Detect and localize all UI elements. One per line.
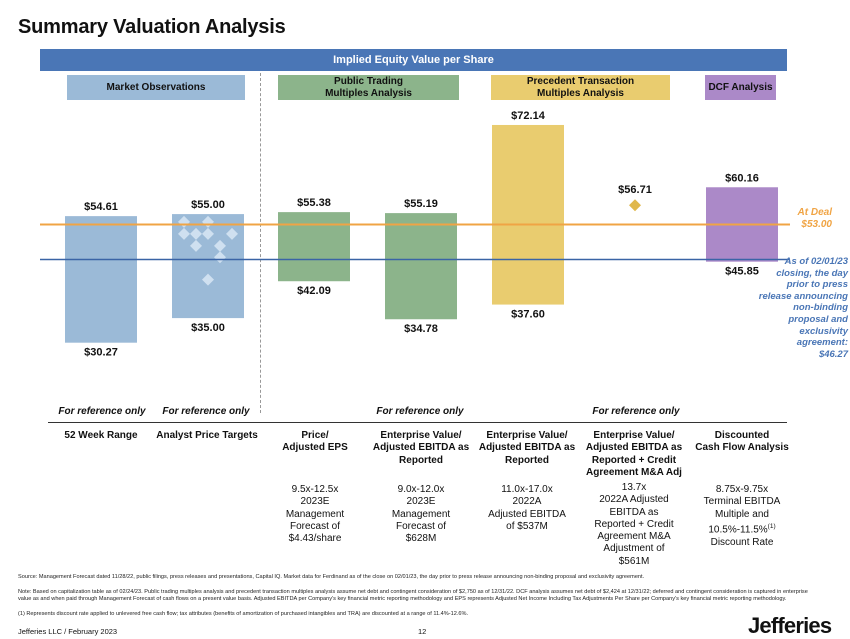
at-deal-label: At Deal $53.00 xyxy=(797,207,832,230)
header-dcf-label: DCF Analysis xyxy=(708,81,773,93)
col-label-analyst: Analyst Price Targets xyxy=(156,430,258,441)
col-label-52-week: 52 Week Range xyxy=(64,430,138,441)
reference-divider xyxy=(260,73,261,413)
low-label-7: $45.85 xyxy=(725,266,759,278)
col-label-precedent-ev-ebitda: Enterprise Value/ Adjusted EBITDA as Rep… xyxy=(478,430,576,466)
footnote-note: Note: Based on capitalization table as o… xyxy=(18,589,808,603)
low-label-4: $34.78 xyxy=(404,323,438,335)
range-bar-1 xyxy=(65,216,137,343)
col-desc-dcf: 8.75x-9.75x Terminal EBITDA Multiple and… xyxy=(688,484,796,549)
header-public-label: Public Trading Multiples Analysis xyxy=(325,75,412,99)
col-label-price-eps: Price/ Adjusted EPS xyxy=(282,430,348,454)
high-label-5: $72.14 xyxy=(511,110,546,122)
header-market-observations: Market Observations xyxy=(67,75,245,100)
high-label-3: $55.38 xyxy=(297,197,331,209)
footnote-one: (1) Represents discount rate applied to … xyxy=(18,611,469,617)
col-label-public-ev-ebitda: Enterprise Value/ Adjusted EBITDA as Rep… xyxy=(372,430,470,466)
analyst-target-diamond-3 xyxy=(178,227,190,240)
footer-firm-date: Jefferies LLC / February 2023 xyxy=(18,627,118,636)
range-bar-4 xyxy=(385,213,457,320)
ref-only-52-week: For reference only xyxy=(58,406,146,417)
col-desc-dcf-tail: Discount Rate xyxy=(710,536,774,548)
col-desc-dcf-main: 8.75x-9.75x Terminal EBITDA Multiple and… xyxy=(703,484,781,536)
header-precedent-label: Precedent Transaction Multiples Analysis xyxy=(526,75,635,99)
high-label-1: $54.61 xyxy=(84,201,118,213)
col-desc-public-ev-ebitda: 9.0x-12.0x 2023E Management Forecast of … xyxy=(391,484,451,545)
low-label-2: $35.00 xyxy=(191,322,225,334)
low-label-3: $42.09 xyxy=(297,285,331,297)
analyst-target-diamond-4 xyxy=(202,227,214,240)
jefferies-logo: Jefferies xyxy=(748,613,832,638)
range-bar-3 xyxy=(278,212,350,282)
range-bar-5 xyxy=(492,124,564,305)
ref-only-public-ev: For reference only xyxy=(376,406,464,417)
page-title: Summary Valuation Analysis xyxy=(18,16,286,38)
header-dcf-analysis: DCF Analysis xyxy=(705,75,776,100)
col-label-precedent-adj: Enterprise Value/ Adjusted EBITDA as Rep… xyxy=(585,430,683,478)
col-desc-precedent-ev-ebitda: 11.0x-17.0x 2022A Adjusted EBITDA of $53… xyxy=(488,484,566,532)
ref-only-precedent-adj: For reference only xyxy=(592,406,680,417)
high-label-4: $55.19 xyxy=(404,198,438,210)
analyst-target-diamond-8 xyxy=(190,239,202,252)
low-label-1: $30.27 xyxy=(84,347,118,359)
analyst-target-diamond-7 xyxy=(214,239,226,252)
point-diamond-6 xyxy=(629,199,641,212)
high-label-2: $55.00 xyxy=(191,199,225,211)
col-label-dcf: Discounted Cash Flow Analysis xyxy=(695,430,789,454)
header-precedent-transaction: Precedent Transaction Multiples Analysis xyxy=(491,75,670,100)
implied-equity-banner: Implied Equity Value per Share xyxy=(40,49,787,71)
low-label-5: $37.60 xyxy=(511,309,545,321)
ref-only-analyst: For reference only xyxy=(162,406,250,417)
col-desc-price-eps: 9.5x-12.5x 2023E Management Forecast of … xyxy=(285,484,345,545)
header-public-trading: Public Trading Multiples Analysis xyxy=(278,75,459,100)
col-desc-dcf-footnote-ref: (1) xyxy=(767,522,776,530)
column-divider-line xyxy=(48,422,787,423)
as-of-label: As of 02/01/23 closing, the day prior to… xyxy=(758,256,848,360)
valuation-chart: $54.61 $30.27 $55.00 $35.00 $55.38 $42.09 $55.… xyxy=(40,110,790,359)
col-desc-precedent-adj: 13.7x 2022A Adjusted EBITDA as Reported … xyxy=(594,482,674,567)
high-label-7: $60.16 xyxy=(725,172,759,184)
point-label-6: $56.71 xyxy=(618,184,652,196)
analyst-target-diamond-5 xyxy=(226,227,238,240)
analyst-target-diamond-6 xyxy=(190,227,202,240)
page-number: 12 xyxy=(418,627,427,636)
analyst-target-diamond-10 xyxy=(202,273,214,286)
footnote-source: Source: Management Forecast dated 11/28/… xyxy=(18,574,645,580)
header-market-label: Market Observations xyxy=(106,81,206,93)
